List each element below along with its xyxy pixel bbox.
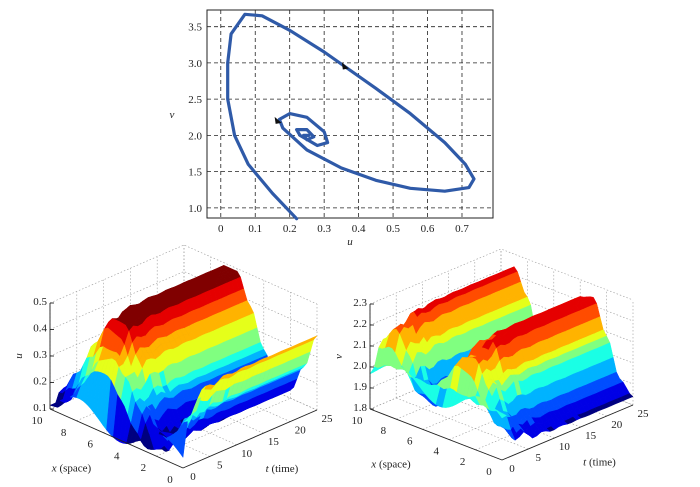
t-tick-label: 5: [217, 459, 223, 471]
z-tick-label: 1.8: [353, 402, 367, 414]
x-tick-label: 8: [381, 425, 387, 437]
t-axis-line: [182, 409, 318, 469]
t-axis-line: [501, 404, 634, 461]
t-axis-label: t (time): [266, 463, 299, 475]
surface-u-chart: 0.1 0.2 0.3 0.4 0.5 0 2 4 6 8 10 0 5 10 15 20 25 u x (spac…: [13, 244, 334, 486]
x-tick-label: 10: [32, 415, 44, 427]
x-tick-label: 0: [486, 466, 492, 478]
surface: [49, 265, 318, 459]
t-axis-label: t (time): [583, 457, 616, 469]
x-axis-var: x: [51, 463, 57, 475]
x-axis-line: [49, 408, 184, 469]
z-tick-label: 0.3: [33, 349, 47, 361]
x-tick-label: 0.4: [352, 223, 366, 235]
x-tick-label: 2: [460, 456, 466, 468]
x-tick-label: 6: [407, 435, 413, 447]
y-tick-label: 1.5: [188, 167, 202, 179]
z-axis-label: v: [333, 354, 345, 359]
z-tick-label: 2.2: [353, 318, 367, 330]
x-axis-label: x (space): [370, 459, 411, 471]
x-axis-unit: (space): [57, 463, 92, 475]
t-tick-label: 15: [268, 436, 280, 448]
z-tick-label: 2.3: [353, 297, 367, 309]
t-tick-label: 0: [509, 463, 515, 475]
t-tick-label: 5: [535, 452, 541, 464]
t-tick-label: 20: [295, 425, 307, 437]
y-tick-label: 2.5: [188, 94, 202, 106]
direction-arrow-icon: [274, 116, 282, 124]
x-tick-label: 6: [87, 439, 93, 451]
x-tick-label: 0: [218, 223, 224, 235]
t-tick-label: 20: [611, 419, 623, 431]
x-tick-label: 0.3: [317, 223, 331, 235]
x-tick-label: 0.2: [283, 223, 297, 235]
t-axis-var: t: [583, 457, 587, 469]
trajectory-line: [226, 12, 476, 221]
surface: [369, 266, 634, 441]
t-axis-unit: (time): [269, 463, 299, 475]
x-axis-label: x (space): [51, 463, 92, 475]
x-tick-label: 2: [141, 462, 147, 474]
plot-area: [207, 10, 493, 218]
x-tick-label: 0: [167, 474, 173, 486]
t-tick-label: 10: [559, 441, 571, 453]
z-tick-label: 1.9: [353, 381, 367, 393]
t-tick-label: 25: [322, 413, 334, 425]
floor-grid-line: [422, 386, 555, 439]
x-axis-var: x: [370, 459, 376, 471]
z-tick-label: 2.0: [353, 360, 367, 372]
x-tick-label: 8: [61, 427, 67, 439]
y-tick-label: 1.0: [188, 203, 202, 215]
y-tick-label: 3.0: [188, 58, 202, 70]
z-tick-label: 0.1: [33, 402, 47, 414]
z-tick-label: 2.1: [353, 339, 367, 351]
x-axis-label: u: [347, 236, 353, 248]
x-tick-label: 0.6: [421, 223, 435, 235]
x-tick-label: 0.1: [248, 223, 262, 235]
plot-frame: [206, 9, 494, 219]
x-tick-label: 0.7: [455, 223, 469, 235]
t-tick-label: 15: [585, 430, 597, 442]
z-tick-label: 0.2: [33, 376, 47, 388]
x-axis-line: [369, 408, 503, 461]
direction-arrow-icon: [341, 62, 349, 70]
surface-patch: [179, 421, 188, 459]
series-trajectory: [226, 12, 476, 221]
y-tick-label: 3.5: [188, 22, 202, 34]
x-axis-unit: (space): [376, 459, 411, 471]
t-axis-unit: (time): [586, 457, 616, 469]
t-tick-label: 25: [638, 408, 650, 420]
x-tick-label: 10: [352, 415, 364, 427]
surface-v-chart: 1.8 1.9 2.0 2.1 2.2 2.3 0 2 4 6 8 10 0 5 10 15 20 25 v x (s…: [333, 248, 650, 478]
phase-portrait-chart: 0 0.1 0.2 0.3 0.4 0.5 0.6 0.7 1.0 1.5 2.0 2.5 3.0 3.5…: [170, 9, 494, 248]
x-tick-label: 4: [433, 446, 439, 458]
t-tick-label: 10: [241, 448, 253, 460]
t-axis-var: t: [266, 463, 270, 475]
x-tick-label: 4: [114, 450, 120, 462]
y-tick-label: 2.0: [188, 130, 202, 142]
t-tick-label: 0: [190, 471, 196, 483]
z-axis-label: u: [13, 353, 25, 359]
x-tick-label: 0.5: [386, 223, 400, 235]
z-tick-label: 0.4: [33, 323, 47, 335]
floor-grid-line: [396, 397, 529, 450]
surface-patch: [498, 413, 507, 419]
y-axis-label: v: [170, 109, 175, 121]
z-tick-label: 0.5: [33, 296, 47, 308]
